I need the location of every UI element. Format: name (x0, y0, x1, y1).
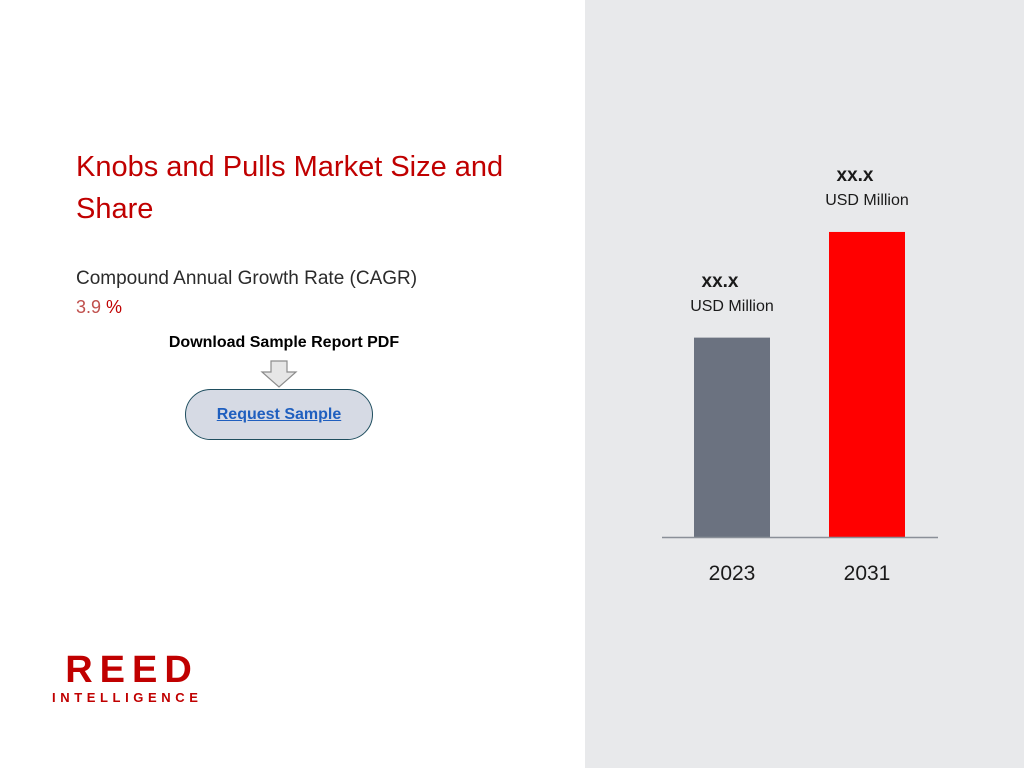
page-title: Knobs and Pulls Market Size and Share (76, 151, 504, 225)
reed-intelligence-logo: REED INTELLIGENCE (52, 651, 222, 705)
bar-unit-label-2031: USD Million (825, 191, 909, 209)
bar-value-label-2031: xx.x (836, 164, 874, 186)
bar-2031 (829, 231, 905, 538)
cagr-value: 3.9 (76, 297, 102, 317)
chart-panel (585, 0, 1024, 768)
left-panel (0, 0, 585, 768)
bar-2023 (694, 337, 770, 537)
request-sample-button[interactable]: Request Sample (185, 389, 373, 440)
bar-unit-label-2023: USD Million (690, 297, 774, 315)
x-tick-label-2023: 2023 (708, 562, 756, 585)
cagr-unit: % (106, 297, 123, 317)
logo-subtitle: INTELLIGENCE (52, 690, 203, 705)
download-sample-text: Download Sample Report PDF (168, 334, 400, 351)
cagr-label: Compound Annual Growth Rate (CAGR) (76, 268, 418, 289)
bar-value-label-2023: xx.x (701, 270, 739, 292)
request-sample-link[interactable]: Request Sample (216, 405, 342, 423)
arrow-down-icon (260, 360, 298, 388)
cagr-value-line: 3.9 % (76, 297, 122, 318)
x-tick-label-2031: 2031 (843, 562, 891, 585)
logo-word: REED (65, 649, 199, 691)
